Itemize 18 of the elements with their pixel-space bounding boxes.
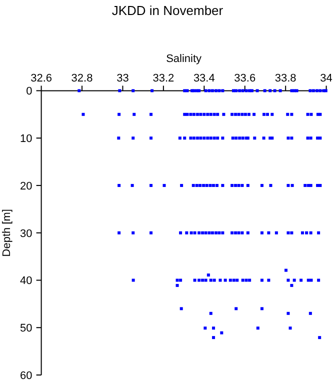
y-tick-label: 40 xyxy=(20,275,32,288)
y-tick-label: 60 xyxy=(20,370,32,382)
x-tick-label: 32.8 xyxy=(71,72,93,85)
x-tick-label: 33.8 xyxy=(274,72,296,85)
y-tick-label: 50 xyxy=(20,322,32,335)
x-tick-label: 34 xyxy=(320,72,332,85)
x-tick-label: 33 xyxy=(116,72,129,85)
y-tick-label: 30 xyxy=(20,228,32,240)
y-axis-title: Depth [m] xyxy=(1,209,13,257)
x-tick-label: 33.4 xyxy=(193,72,215,85)
x-axis-title: Salinity xyxy=(166,53,202,65)
x-tick-label: 33.2 xyxy=(152,72,174,85)
x-tick-label: 33.6 xyxy=(234,72,256,85)
y-tick-label: 20 xyxy=(20,180,32,192)
x-tick-label: 32.6 xyxy=(30,72,52,85)
chart-title: JKDD in November xyxy=(112,3,224,18)
y-tick-label: 10 xyxy=(20,133,32,146)
y-tick-label: 0 xyxy=(26,86,32,98)
